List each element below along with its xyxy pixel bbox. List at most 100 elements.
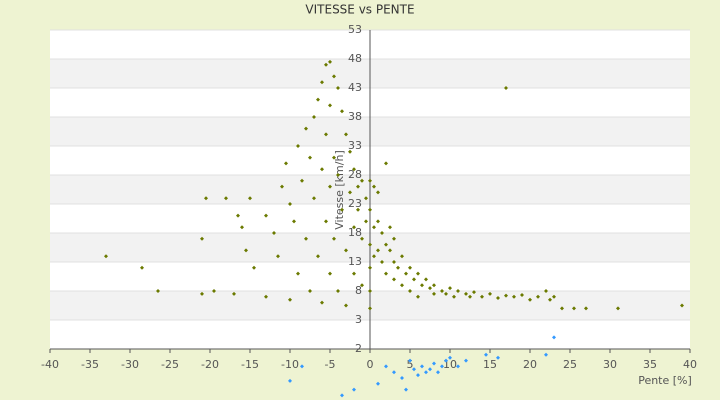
- data-point: [300, 364, 304, 369]
- data-point: [520, 293, 524, 298]
- data-point: [440, 289, 444, 293]
- x-tick-label: -5: [325, 358, 336, 371]
- x-tick-label: 15: [483, 358, 497, 371]
- data-point: [432, 291, 436, 296]
- data-point: [356, 184, 360, 189]
- data-point: [240, 225, 244, 230]
- data-point: [284, 161, 288, 166]
- x-tick-label: 25: [563, 358, 577, 371]
- data-point: [504, 86, 508, 90]
- x-tick-label: -40: [41, 358, 59, 371]
- y-tick-label: 43: [348, 81, 362, 94]
- data-point: [428, 286, 432, 291]
- data-point: [416, 271, 420, 276]
- data-point: [280, 184, 284, 189]
- data-point: [420, 283, 424, 288]
- data-point: [372, 225, 376, 230]
- data-point: [408, 265, 412, 270]
- y-axis-label: Vitesse [km/h]: [333, 150, 346, 230]
- data-point: [424, 370, 428, 375]
- x-tick-label: -20: [201, 358, 219, 371]
- data-point: [428, 367, 432, 372]
- data-point: [392, 236, 396, 241]
- data-point: [336, 86, 340, 90]
- data-point: [368, 178, 372, 183]
- data-point: [468, 294, 472, 299]
- y-tick-label: 3: [355, 313, 362, 326]
- data-point: [368, 242, 372, 247]
- data-point: [376, 381, 380, 386]
- data-point: [440, 364, 444, 369]
- data-point: [316, 254, 320, 259]
- data-point: [400, 283, 404, 288]
- data-point: [224, 196, 228, 201]
- data-point: [352, 271, 356, 276]
- data-point: [104, 254, 108, 259]
- x-tick-label: -15: [241, 358, 259, 371]
- data-point: [328, 271, 332, 276]
- chart-title: VITESSE vs PENTE: [305, 3, 414, 17]
- data-point: [336, 173, 340, 177]
- data-point: [376, 248, 380, 253]
- data-point: [332, 236, 336, 241]
- data-point: [420, 364, 424, 369]
- data-point: [584, 306, 588, 311]
- data-point: [308, 155, 312, 160]
- data-point: [384, 364, 388, 369]
- data-point: [296, 144, 300, 148]
- data-point: [544, 289, 548, 293]
- data-point: [392, 370, 396, 375]
- data-point: [388, 225, 392, 230]
- data-point: [320, 300, 324, 305]
- data-point: [388, 248, 392, 253]
- data-point: [368, 265, 372, 270]
- data-point: [512, 294, 516, 299]
- y-tick-label: 23: [348, 197, 362, 210]
- data-point: [384, 161, 388, 166]
- data-point: [432, 361, 436, 366]
- data-point: [504, 293, 508, 298]
- data-point: [316, 97, 320, 102]
- data-point: [416, 294, 420, 299]
- data-point: [300, 178, 304, 183]
- data-point: [288, 202, 292, 206]
- x-tick-label: -30: [121, 358, 139, 371]
- x-tick-label: 30: [603, 358, 617, 371]
- data-point: [332, 74, 336, 79]
- data-point: [292, 219, 296, 224]
- data-point: [368, 289, 372, 293]
- data-point: [288, 297, 292, 302]
- data-point: [356, 207, 360, 212]
- y-tick-label: 33: [348, 139, 362, 152]
- x-tick-label: 40: [683, 358, 697, 371]
- data-point: [232, 291, 236, 296]
- data-point: [312, 196, 316, 201]
- data-point: [368, 207, 372, 212]
- data-point: [200, 291, 204, 296]
- data-point: [244, 248, 248, 253]
- data-point: [296, 271, 300, 276]
- data-point: [456, 289, 460, 293]
- data-point: [264, 213, 268, 218]
- data-point: [140, 265, 144, 270]
- data-point: [156, 289, 160, 293]
- data-point: [392, 277, 396, 282]
- data-point: [324, 62, 328, 67]
- data-point: [400, 376, 404, 380]
- data-point: [376, 219, 380, 224]
- x-tick-label: 0: [367, 358, 374, 371]
- data-point: [288, 378, 292, 383]
- data-point: [380, 231, 384, 235]
- data-point: [264, 294, 268, 299]
- y-tick-label: 48: [348, 52, 362, 65]
- data-point: [360, 236, 364, 241]
- data-point: [328, 59, 332, 64]
- data-point: [276, 254, 280, 259]
- data-point: [416, 373, 420, 378]
- data-point: [308, 289, 312, 293]
- data-point: [380, 260, 384, 264]
- data-point: [548, 297, 552, 302]
- x-tick-label: 5: [407, 358, 414, 371]
- data-point: [448, 286, 452, 291]
- data-point: [396, 265, 400, 270]
